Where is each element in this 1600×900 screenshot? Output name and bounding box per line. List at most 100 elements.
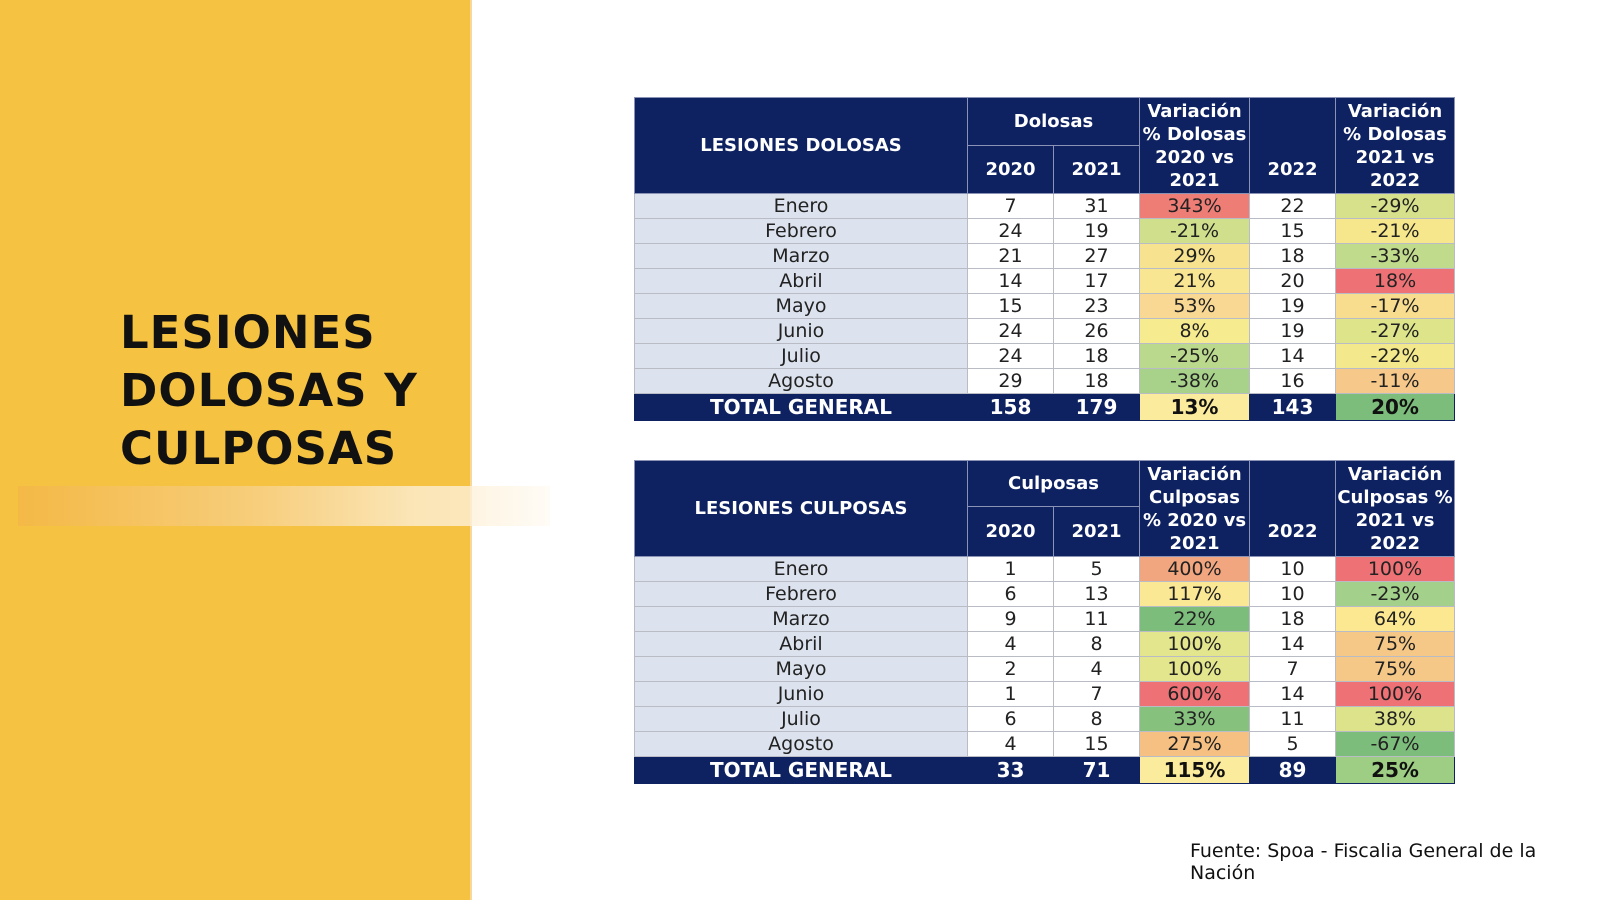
month-cell: Abril bbox=[634, 268, 968, 294]
variation-header-2021-2022: Variación % Dolosas 2021 vs 2022 bbox=[1335, 97, 1456, 194]
table-row: Febrero 24 19 -21% 15 -21% bbox=[634, 218, 1456, 244]
variation-2021-2022-cell: -11% bbox=[1335, 368, 1456, 394]
total-2021-cell: 179 bbox=[1052, 393, 1141, 421]
variation-2020-2021-cell: 29% bbox=[1139, 243, 1251, 269]
group-header: Dolosas bbox=[966, 97, 1141, 146]
month-cell: Febrero bbox=[634, 581, 968, 607]
variation-2020-2021-cell: 343% bbox=[1139, 193, 1251, 219]
value-2021-cell: 5 bbox=[1053, 556, 1140, 582]
variation-2020-2021-cell: 22% bbox=[1139, 606, 1250, 632]
value-2020-cell: 21 bbox=[967, 243, 1054, 269]
empty-header bbox=[1249, 97, 1337, 146]
month-cell: Agosto bbox=[634, 368, 968, 394]
value-2021-cell: 11 bbox=[1053, 606, 1140, 632]
table-row: Febrero 6 13 117% 10 -23% bbox=[634, 581, 1455, 607]
source-note: Fuente: Spoa - Fiscalia General de la Na… bbox=[1190, 840, 1537, 884]
variation-header-2020-2021: Variación Culposas % 2020 vs 2021 bbox=[1139, 460, 1250, 557]
value-2021-cell: 27 bbox=[1052, 243, 1141, 269]
total-2021-cell: 71 bbox=[1053, 756, 1140, 784]
table-body: Enero 1 5 400% 10 100% Febrero 6 13 117% 10 -23% Mar… bbox=[634, 556, 1455, 784]
variation-2021-2022-cell: -67% bbox=[1335, 731, 1455, 757]
variation-header-2021-2022: Variación Culposas % 2021 vs 2022 bbox=[1335, 460, 1455, 557]
variation-header-2020-2021: Variación % Dolosas 2020 vs 2021 bbox=[1139, 97, 1251, 194]
value-2022-cell: 14 bbox=[1249, 343, 1337, 369]
dolosas-table: LESIONES DOLOSAS Dolosas Variación % Dol… bbox=[634, 97, 1456, 421]
value-2022-cell: 19 bbox=[1249, 318, 1337, 344]
variation-2020-2021-cell: 8% bbox=[1139, 318, 1251, 344]
variation-2021-2022-cell: -22% bbox=[1335, 343, 1456, 369]
variation-2020-2021-cell: -25% bbox=[1139, 343, 1251, 369]
value-2022-cell: 11 bbox=[1249, 706, 1336, 732]
accent-gradient-bar bbox=[18, 486, 550, 526]
value-2021-cell: 18 bbox=[1052, 343, 1141, 369]
value-2022-cell: 22 bbox=[1249, 193, 1337, 219]
variation-2021-2022-cell: -23% bbox=[1335, 581, 1455, 607]
table-row: Agosto 4 15 275% 5 -67% bbox=[634, 731, 1455, 757]
table-row: Abril 4 8 100% 14 75% bbox=[634, 631, 1455, 657]
left-accent-panel bbox=[0, 0, 472, 900]
variation-2020-2021-cell: 100% bbox=[1139, 656, 1250, 682]
value-2021-cell: 7 bbox=[1053, 681, 1140, 707]
total-variation-2020-2021-cell: 13% bbox=[1139, 393, 1251, 421]
table-row: Junio 24 26 8% 19 -27% bbox=[634, 318, 1456, 344]
value-2022-cell: 14 bbox=[1249, 631, 1336, 657]
value-2020-cell: 24 bbox=[967, 343, 1054, 369]
value-2022-cell: 20 bbox=[1249, 268, 1337, 294]
variation-2021-2022-cell: -27% bbox=[1335, 318, 1456, 344]
value-2022-cell: 10 bbox=[1249, 556, 1336, 582]
variation-2021-2022-cell: -21% bbox=[1335, 218, 1456, 244]
value-2021-cell: 15 bbox=[1053, 731, 1140, 757]
variation-2020-2021-cell: 53% bbox=[1139, 293, 1251, 319]
total-variation-2020-2021-cell: 115% bbox=[1139, 756, 1250, 784]
title-line-2: DOLOSAS Y bbox=[120, 364, 418, 417]
title-line-3: CULPOSAS bbox=[120, 422, 398, 475]
month-cell: Enero bbox=[634, 556, 968, 582]
variation-2020-2021-cell: 100% bbox=[1139, 631, 1250, 657]
value-2020-cell: 15 bbox=[967, 293, 1054, 319]
month-cell: Febrero bbox=[634, 218, 968, 244]
value-2020-cell: 4 bbox=[967, 631, 1054, 657]
table-row: Mayo 15 23 53% 19 -17% bbox=[634, 293, 1456, 319]
variation-2021-2022-cell: 38% bbox=[1335, 706, 1455, 732]
value-2020-cell: 24 bbox=[967, 318, 1054, 344]
value-2020-cell: 14 bbox=[967, 268, 1054, 294]
value-2022-cell: 7 bbox=[1249, 656, 1336, 682]
value-2022-cell: 5 bbox=[1249, 731, 1336, 757]
total-row: TOTAL GENERAL 158 179 13% 143 20% bbox=[634, 393, 1456, 421]
value-2021-cell: 17 bbox=[1052, 268, 1141, 294]
value-2021-cell: 26 bbox=[1052, 318, 1141, 344]
title-line-1: LESIONES bbox=[120, 306, 376, 359]
month-cell: Julio bbox=[634, 706, 968, 732]
value-2022-cell: 15 bbox=[1249, 218, 1337, 244]
variation-2021-2022-cell: 100% bbox=[1335, 556, 1455, 582]
variation-2021-2022-cell: -33% bbox=[1335, 243, 1456, 269]
variation-2021-2022-cell: 75% bbox=[1335, 631, 1455, 657]
table-body: Enero 7 31 343% 22 -29% Febrero 24 19 -21% 15 -21% M… bbox=[634, 193, 1456, 421]
table-label: LESIONES CULPOSAS bbox=[634, 460, 968, 557]
month-cell: Junio bbox=[634, 318, 968, 344]
value-2020-cell: 6 bbox=[967, 581, 1054, 607]
variation-2020-2021-cell: 33% bbox=[1139, 706, 1250, 732]
value-2020-cell: 7 bbox=[967, 193, 1054, 219]
total-row: TOTAL GENERAL 33 71 115% 89 25% bbox=[634, 756, 1455, 784]
table-row: Enero 1 5 400% 10 100% bbox=[634, 556, 1455, 582]
value-2021-cell: 13 bbox=[1053, 581, 1140, 607]
table-label: LESIONES DOLOSAS bbox=[634, 97, 968, 194]
table-row: Abril 14 17 21% 20 18% bbox=[634, 268, 1456, 294]
month-cell: Abril bbox=[634, 631, 968, 657]
value-2020-cell: 24 bbox=[967, 218, 1054, 244]
table-row: Agosto 29 18 -38% 16 -11% bbox=[634, 368, 1456, 394]
total-2022-cell: 143 bbox=[1249, 393, 1337, 421]
total-2020-cell: 158 bbox=[967, 393, 1054, 421]
value-2021-cell: 18 bbox=[1052, 368, 1141, 394]
value-2020-cell: 6 bbox=[967, 706, 1054, 732]
value-2022-cell: 19 bbox=[1249, 293, 1337, 319]
variation-2021-2022-cell: 75% bbox=[1335, 656, 1455, 682]
month-cell: Marzo bbox=[634, 243, 968, 269]
table-row: Julio 6 8 33% 11 38% bbox=[634, 706, 1455, 732]
year-header-2020: 2020 bbox=[967, 145, 1054, 194]
table-row: Marzo 9 11 22% 18 64% bbox=[634, 606, 1455, 632]
variation-2020-2021-cell: -38% bbox=[1139, 368, 1251, 394]
variation-2021-2022-cell: 100% bbox=[1335, 681, 1455, 707]
group-header: Culposas bbox=[967, 460, 1140, 507]
